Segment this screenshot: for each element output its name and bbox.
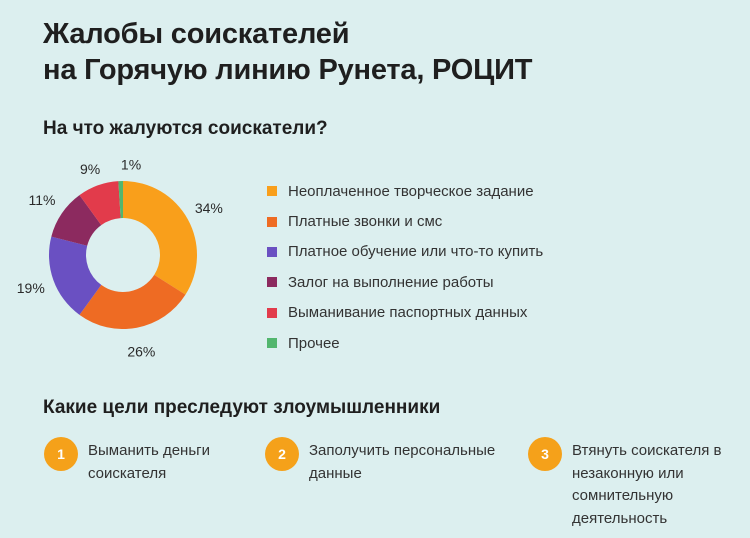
legend-swatch: [267, 186, 277, 197]
legend-label: Выманивание паспортных данных: [288, 304, 528, 322]
data-label-1: 34%: [195, 200, 223, 216]
goal-item-3: 3 Втянуть соискателя в незаконную или со…: [528, 437, 747, 530]
legend-label: Платное обучение или что-то купить: [288, 243, 544, 261]
legend-swatch: [267, 277, 277, 288]
goal-number-badge: 2: [265, 437, 299, 471]
goal-text: Заполучить персональные данные: [309, 442, 496, 482]
data-label-4: 11%: [28, 192, 55, 208]
goal-number-badge: 3: [528, 437, 562, 471]
legend-item-3: Платное обучение или что-то купить: [267, 237, 543, 267]
goal-item-1: 1 Выманить деньги соискателя: [44, 437, 248, 485]
donut-chart: 34% 26% 19% 11% 9% 1%: [17, 156, 223, 359]
data-label-3: 19%: [17, 280, 45, 296]
goal-text: Втянуть соискателя в незаконную или сомн…: [572, 442, 722, 527]
donut-slice-6: [118, 181, 123, 219]
goal-item-2: 2 Заполучить персональные данные: [265, 437, 504, 485]
legend-label: Прочее: [288, 334, 340, 352]
page-title-line-1: Жалобы соискателей: [43, 18, 350, 50]
legend-label: Неоплаченное творческое задание: [288, 182, 534, 200]
page-title: Жалобы соискателей на Горячую линию Руне…: [43, 16, 533, 88]
donut-slice-3: [49, 236, 102, 315]
donut-slice-5: [79, 181, 121, 226]
legend-swatch: [267, 216, 277, 227]
legend-label: Залог на выполнение работы: [288, 273, 494, 291]
legend-item-6: Прочее: [267, 328, 543, 358]
donut-slice-4: [51, 195, 102, 246]
goals-heading: Какие цели преследуют злоумышленники: [43, 397, 441, 418]
data-label-2: 26%: [127, 343, 155, 359]
data-label-5: 9%: [80, 161, 100, 177]
legend-swatch: [267, 307, 277, 318]
chart-legend: Неоплаченное творческое задание Платные з…: [267, 176, 543, 358]
legend-swatch: [267, 246, 277, 257]
donut-slice-1: [123, 181, 197, 295]
page-title-line-2: на Горячую линию Рунета, РОЦИТ: [43, 54, 533, 86]
legend-item-1: Неоплаченное творческое задание: [267, 176, 543, 206]
legend-item-5: Выманивание паспортных данных: [267, 298, 543, 328]
goal-number-badge: 1: [44, 437, 78, 471]
legend-swatch: [267, 338, 277, 349]
legend-item-4: Залог на выполнение работы: [267, 267, 543, 297]
legend-item-2: Платные звонки и смс: [267, 206, 543, 236]
donut-slice-2: [79, 274, 186, 329]
goal-text: Выманить деньги соискателя: [88, 442, 210, 482]
legend-label: Платные звонки и смс: [288, 213, 443, 231]
chart-heading: На что жалуются соискатели?: [43, 118, 328, 139]
data-label-6: 1%: [121, 156, 141, 172]
